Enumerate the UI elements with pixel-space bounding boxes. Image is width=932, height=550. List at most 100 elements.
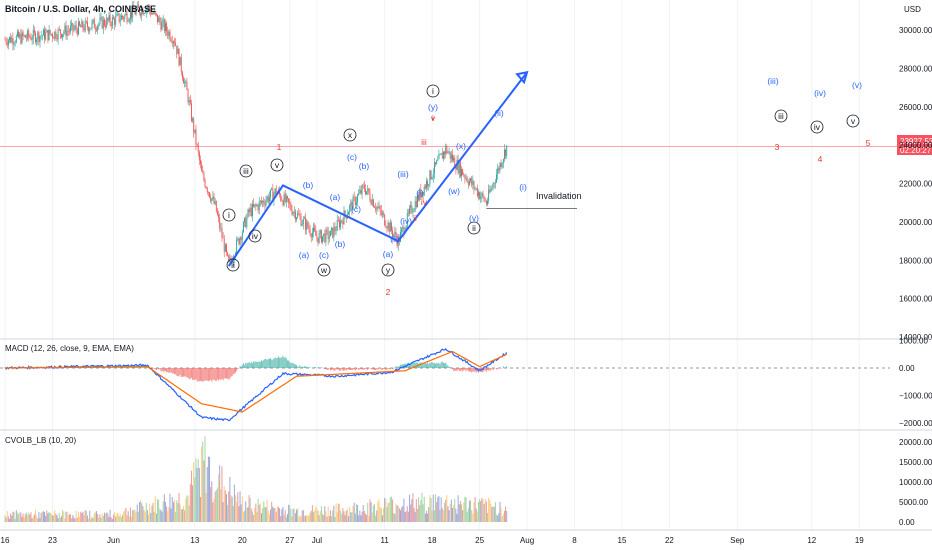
macd-histogram-bar <box>331 368 333 370</box>
time-tick-label: 16 <box>1 536 10 545</box>
cvol-bar <box>299 515 301 522</box>
candle-body <box>169 31 171 40</box>
macd-histogram-bar <box>448 366 450 368</box>
candle-body <box>141 8 143 16</box>
wave-label: (a) <box>299 250 310 260</box>
cvol-bar <box>77 511 79 522</box>
macd-histogram-bar <box>271 359 273 368</box>
wave-projection-line[interactable] <box>227 71 528 267</box>
wave-label: iv <box>252 231 259 241</box>
cvol-bar <box>181 509 183 522</box>
cvol-bar <box>74 518 76 522</box>
cvol-bar <box>187 495 189 522</box>
candle-body <box>442 151 444 159</box>
cvol-bar <box>461 504 463 522</box>
macd-histogram-bar <box>166 368 168 373</box>
cvol-bar <box>61 515 62 522</box>
cvol-bar <box>228 491 230 522</box>
cvol-bar <box>331 516 333 522</box>
candle-body <box>154 11 156 14</box>
cvol-bar <box>403 498 405 522</box>
candle-body <box>214 201 216 204</box>
cvol-bar <box>194 477 196 522</box>
cvol-bar <box>132 510 134 522</box>
candle-body <box>296 217 297 220</box>
macd-histogram-bar <box>261 360 262 368</box>
candle-body <box>188 100 190 103</box>
candle-body <box>283 193 285 206</box>
cvol-bar <box>492 506 494 522</box>
candle-body <box>134 11 136 15</box>
candle-body <box>271 188 273 190</box>
cvol-bar <box>372 505 374 522</box>
macd-histogram-bar <box>258 361 260 368</box>
cvol-bar <box>394 513 396 522</box>
cvol-bar <box>56 515 58 522</box>
cvol-bar <box>435 494 437 522</box>
candle-body <box>185 81 187 83</box>
cvol-bar <box>428 507 430 522</box>
candle-body <box>177 49 179 55</box>
candle-body <box>324 233 326 243</box>
cvol-bar <box>266 499 268 522</box>
candle-body <box>209 192 210 198</box>
candle-body <box>285 196 287 202</box>
candle-body <box>409 208 410 214</box>
candle-body <box>11 37 13 43</box>
macd-histogram-bar <box>186 368 188 378</box>
wave-label-circle <box>239 164 253 178</box>
candle-body <box>280 194 282 200</box>
macd-histogram-bar <box>465 368 467 372</box>
cvol-bar <box>432 494 434 522</box>
candle-body <box>106 17 108 27</box>
cvol-bar <box>281 509 283 522</box>
macd-histogram-bar <box>343 368 345 371</box>
cvol-bar <box>232 505 234 522</box>
candle-body <box>67 30 69 32</box>
macd-histogram-bar <box>334 368 336 371</box>
wave-label: 1 <box>277 142 282 152</box>
cvol-bar <box>327 506 329 522</box>
candle-body <box>151 12 153 15</box>
cvol-bar <box>344 514 346 522</box>
cvol-bar <box>319 511 321 522</box>
candle-body <box>387 222 389 229</box>
macd-histogram-bar <box>329 368 331 371</box>
macd-histogram-bar <box>483 368 485 371</box>
cvol-bar <box>463 502 465 522</box>
price-axis[interactable]: 30000.00 28000.00 26000.00 24000.00 22000.00… <box>899 26 932 342</box>
cvol-bar <box>136 504 138 522</box>
cvol-bar <box>23 517 25 522</box>
candle-body <box>287 196 288 199</box>
macd-histogram-bar <box>224 368 226 379</box>
candle-body <box>241 232 243 240</box>
macd-histogram-bar <box>181 368 183 377</box>
wave-label: iii <box>778 111 784 121</box>
time-axis[interactable]: 16 23 Jun 13 20 27 Jul 11 18 25 Aug 8 15 22 Sep 12 19 <box>1 536 865 545</box>
candle-body <box>392 230 394 237</box>
cvol-bar <box>7 516 9 522</box>
candle-body <box>493 183 495 184</box>
candle-body <box>448 151 450 153</box>
macd-histogram-bar <box>467 368 469 372</box>
candle-body <box>136 4 138 10</box>
macd-histogram-bar <box>430 362 432 368</box>
macd-histogram-bar <box>393 368 395 369</box>
candle-body <box>354 196 356 205</box>
candle-body <box>187 90 189 103</box>
cvol-bar <box>416 508 418 522</box>
candle-body <box>22 32 24 37</box>
candle-body <box>444 151 446 155</box>
macd-histogram-bar <box>482 368 484 373</box>
candle-body <box>300 216 302 226</box>
cvol-bar <box>137 511 139 522</box>
cvol-bar <box>390 496 392 522</box>
cvol-bar <box>484 498 486 522</box>
candle-body <box>105 25 107 27</box>
candle-body <box>305 218 307 230</box>
candle-body <box>263 200 265 204</box>
cvol-bar <box>311 505 313 522</box>
cvol-bar <box>468 500 470 522</box>
cvol-bar <box>122 514 124 522</box>
